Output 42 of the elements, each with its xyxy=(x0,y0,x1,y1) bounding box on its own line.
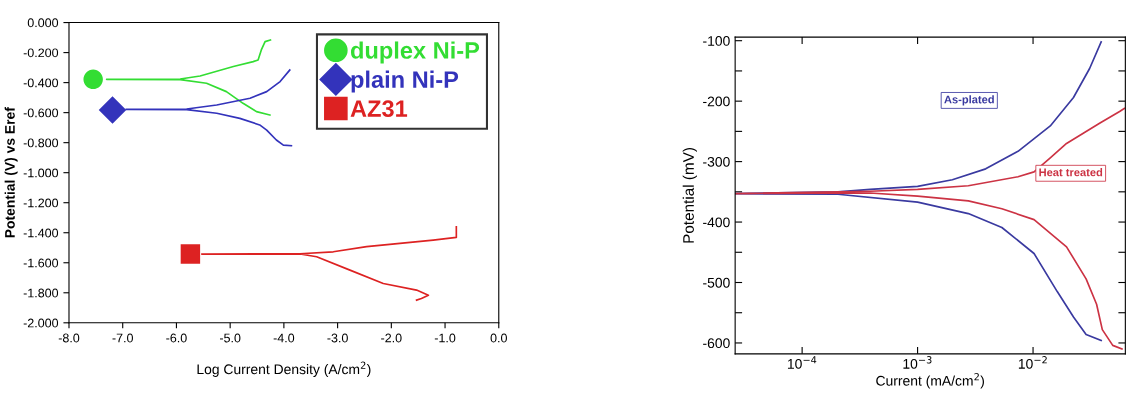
y-tick-label: -1.400 xyxy=(23,228,59,238)
y-tick-label: -0.800 xyxy=(23,138,59,148)
point xyxy=(98,96,127,124)
legend-label: duplex Ni-P xyxy=(350,41,480,64)
y-tick-label: -500 xyxy=(703,277,730,288)
x-tick-label: -8.0 xyxy=(58,333,80,343)
y-tick-label: -0.400 xyxy=(23,78,59,88)
x-tick-label: -2.0 xyxy=(381,333,402,343)
x-tick-label: -5.0 xyxy=(219,333,241,343)
y-tick-label: -300 xyxy=(703,156,730,167)
y-tick-label: -1.800 xyxy=(23,288,59,298)
x-tick-label: -7.0 xyxy=(112,333,133,343)
y-axis-title: Potential (V) vs Eref xyxy=(4,107,18,238)
y-tick-label: 0.000 xyxy=(27,18,59,28)
x-axis-title: Current (mA/cm$^{2}$) xyxy=(876,373,984,389)
x-axis-title: Log Current Density (A/cm$^{2}$) xyxy=(197,361,371,377)
x-tick-label: -3.0 xyxy=(327,333,348,343)
y-axis-title: Potential (mV) xyxy=(682,148,697,243)
y-tick-label: -2.000 xyxy=(23,318,59,328)
x-tick-label: -1.0 xyxy=(434,333,456,343)
y-tick-label: -1.000 xyxy=(23,168,59,178)
y-tick-label: -1.600 xyxy=(23,258,59,268)
x-tick-label: 10$^{−3}$ xyxy=(903,356,932,369)
point xyxy=(180,244,201,264)
legend-label: plain Ni-P xyxy=(351,70,459,93)
x-tick-label: -6.0 xyxy=(166,333,187,343)
y-tick-label: -400 xyxy=(703,217,730,228)
y-tick-label: -200 xyxy=(703,96,730,107)
y-tick-label: -0.600 xyxy=(23,108,59,118)
x-tick-label: 0.0 xyxy=(490,333,507,343)
line-series xyxy=(105,39,272,116)
point xyxy=(83,69,103,90)
y-tick-label: -0.200 xyxy=(23,48,59,58)
x-tick-label: -4.0 xyxy=(273,333,295,343)
text: As-plated xyxy=(944,95,994,106)
y-tick-label: -600 xyxy=(703,338,730,349)
y-tick-label: -100 xyxy=(703,36,730,46)
x-tick-label: 10$^{−2}$ xyxy=(1018,356,1047,369)
y-tick-label: -1.200 xyxy=(23,198,59,208)
legend-label: AZ31 xyxy=(350,100,408,118)
x-tick-label: 10$^{−4}$ xyxy=(787,356,817,369)
series-label: Heat treated xyxy=(1039,168,1103,177)
